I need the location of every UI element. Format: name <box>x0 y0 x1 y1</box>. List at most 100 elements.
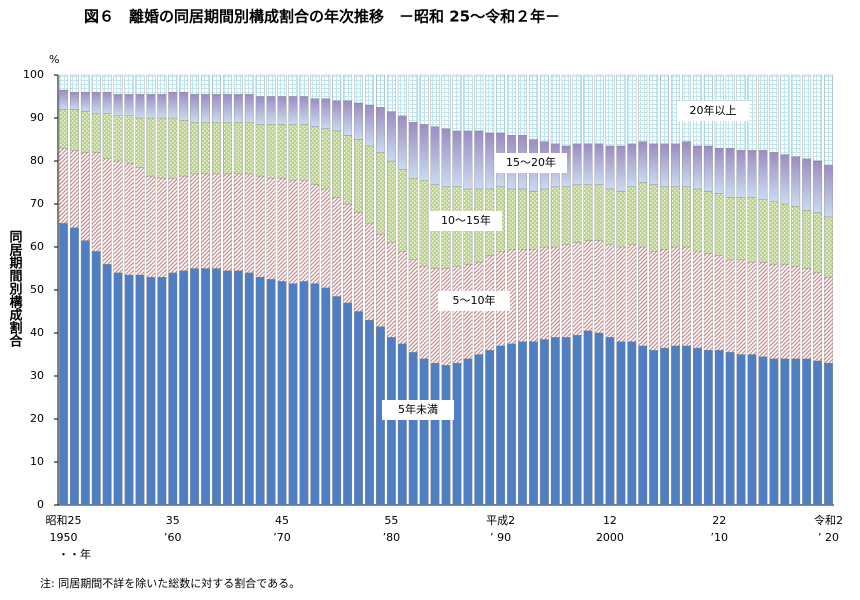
bar-segment <box>354 212 363 312</box>
bar-segment <box>419 124 429 181</box>
bar-segment <box>376 107 385 153</box>
bar-segment <box>244 94 254 123</box>
bar-segment <box>769 74 779 153</box>
bar-segment <box>299 281 309 506</box>
bar-segment <box>430 126 440 185</box>
bar-segment <box>69 109 79 151</box>
bar-segment <box>321 188 331 288</box>
bar-segment <box>102 74 112 93</box>
bar-segment <box>441 365 451 506</box>
chart-title: 図６ 離婚の同居期間別構成割合の年次推移 －昭和 25～令和２年－ <box>84 8 560 26</box>
bar-segment <box>496 74 506 134</box>
series-label-bg <box>382 400 454 420</box>
bar-segment <box>638 141 648 183</box>
bar-segment <box>255 124 265 177</box>
bar-segment <box>736 354 746 506</box>
bar-segment <box>91 113 101 153</box>
bar-segment <box>190 94 200 123</box>
bar-segment <box>463 358 473 506</box>
bar-segment <box>59 223 68 506</box>
bar-segment <box>168 178 178 273</box>
bar-segment <box>124 94 134 116</box>
x-tick-label: 平成2 <box>486 514 515 527</box>
bar-segment <box>747 354 757 506</box>
bar-segment <box>507 188 516 250</box>
bar-segment <box>80 152 90 241</box>
bar-segment <box>102 92 112 114</box>
bar-segment <box>332 100 342 132</box>
bar-segment <box>222 94 232 123</box>
bar-segment <box>244 122 254 175</box>
x-label: ・・年 <box>58 547 91 561</box>
bar-segment <box>91 92 101 114</box>
bar-segment <box>550 246 560 338</box>
x-tick-label: 35 <box>166 514 180 527</box>
note: 注: 同居期間不詳を除いた総数に対する割合である。 <box>40 576 300 590</box>
bar-segment <box>190 122 200 175</box>
bar-segment <box>583 240 593 332</box>
bar-segment <box>485 132 495 190</box>
bar-segment <box>397 251 407 344</box>
bar-segment <box>561 186 571 246</box>
bar-segment <box>135 167 145 276</box>
bar-segment <box>758 356 768 506</box>
bar-segment <box>376 152 385 235</box>
x-tick-label-year: ’ 90 <box>490 531 511 544</box>
bar-segment <box>113 94 123 116</box>
bar-segment <box>332 130 342 198</box>
bar-segment <box>671 186 680 248</box>
bar-segment <box>627 341 637 506</box>
bar-segment <box>354 102 363 140</box>
y-tick-label: 60 <box>30 240 44 253</box>
bar-segment <box>332 74 342 101</box>
bar-segment <box>605 337 615 506</box>
bar-segment <box>80 92 90 112</box>
bar-segment <box>824 74 833 166</box>
series-label: 5年未満 <box>398 402 438 416</box>
bar-segment <box>594 240 604 334</box>
bar-segment <box>343 135 353 205</box>
bar-segment <box>408 74 418 123</box>
bar-segment <box>791 266 801 359</box>
bar-segment <box>102 264 112 506</box>
bar-segment <box>463 74 473 132</box>
bar-segment <box>419 180 429 267</box>
bar-segment <box>671 345 680 506</box>
bar-segment <box>714 255 724 351</box>
bar-segment <box>660 248 670 349</box>
bar-segment <box>824 165 833 218</box>
bar-segment <box>69 227 79 506</box>
bar-segment <box>354 74 363 104</box>
bar-segment <box>725 147 735 198</box>
bar-segment <box>321 128 331 190</box>
bar-segment <box>441 74 451 129</box>
bar-segment <box>310 98 320 127</box>
bar-segment <box>408 178 418 261</box>
y-tick-label: 30 <box>30 369 44 382</box>
bar-segment <box>233 173 243 271</box>
bar-segment <box>769 201 779 265</box>
bar-segment <box>485 350 495 506</box>
bar-segment <box>113 115 123 162</box>
bar-segment <box>649 251 659 351</box>
bar-segment <box>59 74 68 91</box>
bar-segment <box>463 130 473 190</box>
bar-segment <box>496 345 506 506</box>
bar-segment <box>616 145 626 192</box>
bar-segment <box>212 74 221 95</box>
bar-segment <box>266 96 276 125</box>
bar-segment <box>561 74 571 147</box>
bar-segment <box>376 233 385 327</box>
bar-segment <box>354 139 363 213</box>
series-label-bg <box>438 291 510 311</box>
bar-segment <box>124 162 134 276</box>
bar-segment <box>102 113 112 159</box>
bar-segment <box>507 74 516 136</box>
bar-segment <box>146 94 156 119</box>
bar-segment <box>824 276 833 364</box>
bar-segment <box>441 268 451 366</box>
y-tick-label: 100 <box>23 68 44 81</box>
bar-segment <box>244 173 254 273</box>
bar-segment <box>59 89 68 110</box>
